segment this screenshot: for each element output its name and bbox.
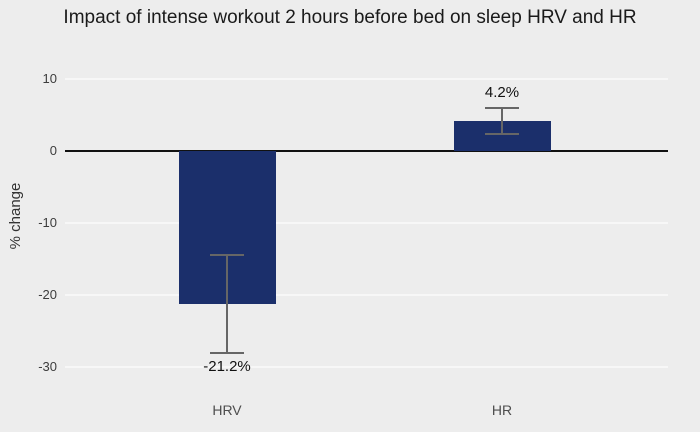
error-bar-line [501, 107, 503, 134]
y-tick-label: -10 [38, 215, 57, 230]
error-bar-cap-bottom [210, 351, 244, 354]
bar-value-label: -21.2% [203, 357, 251, 375]
y-tick-label: 10 [42, 71, 57, 86]
bar-value-label: 4.2% [484, 83, 520, 101]
y-tick-label: -20 [38, 287, 57, 302]
x-tick-label: HRV [212, 402, 242, 418]
chart-title: Impact of intense workout 2 hours before… [63, 7, 637, 28]
zero-axis-line [65, 150, 668, 152]
error-bar-line [226, 254, 228, 353]
gridline [65, 366, 668, 368]
gridline [65, 222, 668, 224]
error-bar-cap-top [210, 253, 244, 256]
error-bar-cap-top [485, 106, 519, 109]
x-tick-label: HR [491, 402, 513, 418]
gridline [65, 78, 668, 80]
gridline [65, 294, 668, 296]
y-tick-label: 0 [49, 143, 57, 158]
error-bar-cap-bottom [485, 132, 519, 135]
y-tick-label: -30 [38, 359, 57, 374]
